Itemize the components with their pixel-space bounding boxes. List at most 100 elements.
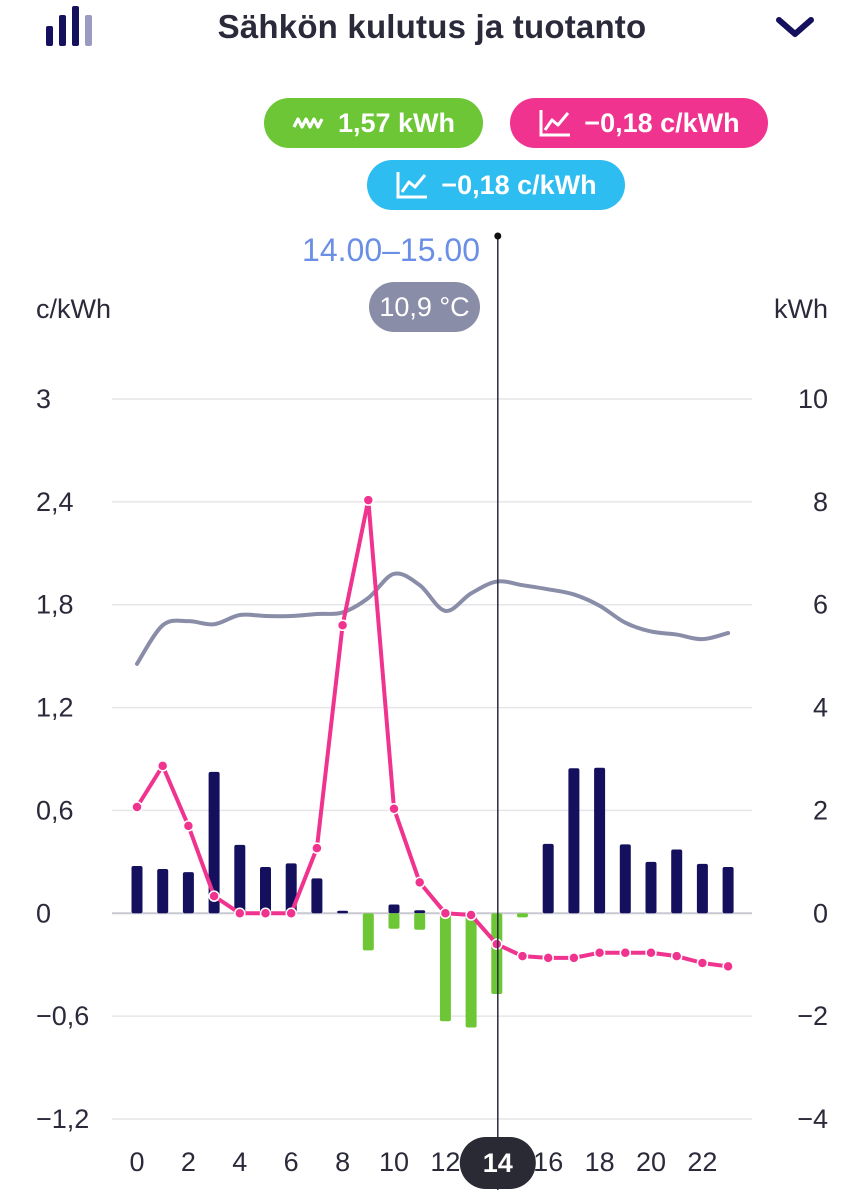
price-point[interactable] bbox=[413, 876, 426, 889]
price-badge-pink-label: −0,18 c/kWh bbox=[584, 107, 740, 138]
price-point[interactable] bbox=[645, 946, 657, 959]
production-bar[interactable] bbox=[362, 913, 374, 951]
consumption-bar[interactable] bbox=[285, 863, 297, 914]
price-point[interactable] bbox=[542, 952, 554, 964]
price-badge-blue-label: −0,18 c/kWh bbox=[441, 169, 597, 200]
chevron-down-icon[interactable] bbox=[774, 12, 816, 42]
selection-cursor-dot bbox=[494, 232, 502, 240]
temperature-badge: 10,9 °C bbox=[369, 282, 480, 332]
price-point[interactable] bbox=[388, 802, 400, 815]
price-point[interactable] bbox=[336, 619, 349, 632]
price-point[interactable] bbox=[311, 842, 323, 854]
price-point[interactable] bbox=[439, 907, 452, 920]
energy-badge[interactable]: 1,57 kWh bbox=[264, 98, 483, 148]
production-bar[interactable] bbox=[439, 913, 451, 1022]
selected-hour-label[interactable]: 14 bbox=[483, 1148, 513, 1178]
left-axis-unit: c/kWh bbox=[36, 294, 112, 324]
consumption-bar[interactable] bbox=[594, 767, 606, 914]
consumption-bar[interactable] bbox=[542, 843, 554, 914]
x-tick-label: 20 bbox=[636, 1147, 666, 1177]
price-point[interactable] bbox=[156, 760, 169, 772]
x-tick-label: 10 bbox=[379, 1147, 409, 1177]
selected-hour-pill[interactable] bbox=[459, 1137, 536, 1189]
x-tick-label: 0 bbox=[129, 1147, 144, 1177]
production-bar[interactable] bbox=[491, 913, 503, 995]
y-right-tick-label: 8 bbox=[813, 487, 828, 517]
consumption-bar[interactable] bbox=[182, 872, 194, 914]
price-point[interactable] bbox=[234, 907, 246, 920]
right-axis-unit: kWh bbox=[774, 294, 828, 324]
y-right-tick-label: 6 bbox=[813, 590, 828, 620]
y-right-tick-label: −2 bbox=[797, 1001, 828, 1031]
price-point[interactable] bbox=[593, 946, 606, 959]
production-bar[interactable] bbox=[414, 913, 426, 930]
x-tick-label: 22 bbox=[687, 1147, 717, 1177]
consumption-bar[interactable] bbox=[208, 771, 220, 914]
price-point[interactable] bbox=[259, 907, 272, 920]
price-point[interactable] bbox=[722, 960, 734, 973]
page-title: Sähkön kulutus ja tuotanto bbox=[217, 8, 647, 45]
consumption-bar[interactable] bbox=[311, 878, 323, 914]
price-badge-pink[interactable]: −0,18 c/kWh bbox=[510, 98, 768, 148]
energy-badge-label: 1,57 kWh bbox=[337, 107, 456, 138]
price-point[interactable] bbox=[568, 952, 580, 964]
x-tick-label: 8 bbox=[335, 1147, 350, 1177]
bar-chart-icon[interactable] bbox=[46, 6, 94, 46]
price-point[interactable] bbox=[362, 494, 375, 506]
price-point[interactable] bbox=[208, 890, 220, 902]
production-bar[interactable] bbox=[465, 913, 477, 1028]
consumption-bar[interactable] bbox=[234, 844, 246, 914]
line-chart-icon bbox=[396, 172, 428, 199]
x-tick-label: 16 bbox=[533, 1147, 563, 1177]
price-point[interactable] bbox=[696, 957, 709, 969]
y-left-tick-label: 1,8 bbox=[36, 590, 74, 620]
y-right-tick-label: 0 bbox=[813, 898, 828, 928]
consumption-bar[interactable] bbox=[619, 844, 631, 914]
consumption-bar[interactable] bbox=[157, 869, 169, 914]
price-badge-blue[interactable]: −0,18 c/kWh bbox=[367, 160, 625, 210]
consumption-bar[interactable] bbox=[671, 849, 683, 914]
x-tick-label: 12 bbox=[430, 1147, 460, 1177]
consumption-bar[interactable] bbox=[131, 865, 143, 914]
consumption-bar[interactable] bbox=[260, 867, 271, 914]
price-point[interactable] bbox=[285, 907, 297, 920]
consumption-bar[interactable] bbox=[414, 910, 426, 914]
consumption-bar[interactable] bbox=[645, 861, 657, 914]
production-bar[interactable] bbox=[517, 913, 528, 918]
price-point[interactable] bbox=[465, 909, 477, 921]
price-line bbox=[135, 498, 729, 969]
consumption-bar[interactable] bbox=[568, 768, 580, 914]
y-left-tick-label: 3 bbox=[36, 384, 51, 414]
wave-icon bbox=[292, 117, 324, 129]
y-left-tick-label: 0 bbox=[36, 898, 51, 928]
header: Sähkön kulutus ja tuotanto bbox=[0, 0, 864, 62]
y-right-tick-label: 2 bbox=[813, 795, 828, 825]
consumption-bar[interactable] bbox=[388, 904, 400, 914]
y-left-tick-label: −1,2 bbox=[36, 1104, 89, 1134]
price-point[interactable] bbox=[516, 950, 529, 962]
line-chart-icon bbox=[539, 110, 571, 137]
selected-time-range: 14.00–15.00 bbox=[302, 232, 480, 268]
price-point[interactable] bbox=[670, 950, 683, 962]
y-left-tick-label: −0,6 bbox=[36, 1001, 89, 1031]
consumption-bar[interactable] bbox=[722, 867, 734, 914]
y-right-tick-label: 10 bbox=[798, 384, 828, 414]
price-point[interactable] bbox=[182, 820, 195, 832]
temperature-line bbox=[135, 571, 731, 666]
y-right-tick-label: 4 bbox=[813, 693, 828, 723]
x-tick-label: 2 bbox=[181, 1147, 196, 1177]
price-point[interactable] bbox=[491, 938, 503, 950]
y-left-tick-label: 1,2 bbox=[36, 693, 74, 723]
x-tick-label: 4 bbox=[232, 1147, 247, 1177]
production-bar[interactable] bbox=[388, 913, 400, 929]
y-left-tick-label: 0,6 bbox=[36, 795, 74, 825]
x-tick-label: 6 bbox=[284, 1147, 299, 1177]
price-point[interactable] bbox=[619, 946, 632, 959]
x-tick-label: 18 bbox=[585, 1147, 615, 1177]
y-right-tick-label: −4 bbox=[797, 1104, 828, 1134]
consumption-bar[interactable] bbox=[337, 910, 349, 914]
price-point[interactable] bbox=[131, 801, 143, 813]
y-left-tick-label: 2,4 bbox=[36, 487, 74, 517]
consumption-bar[interactable] bbox=[696, 863, 708, 914]
